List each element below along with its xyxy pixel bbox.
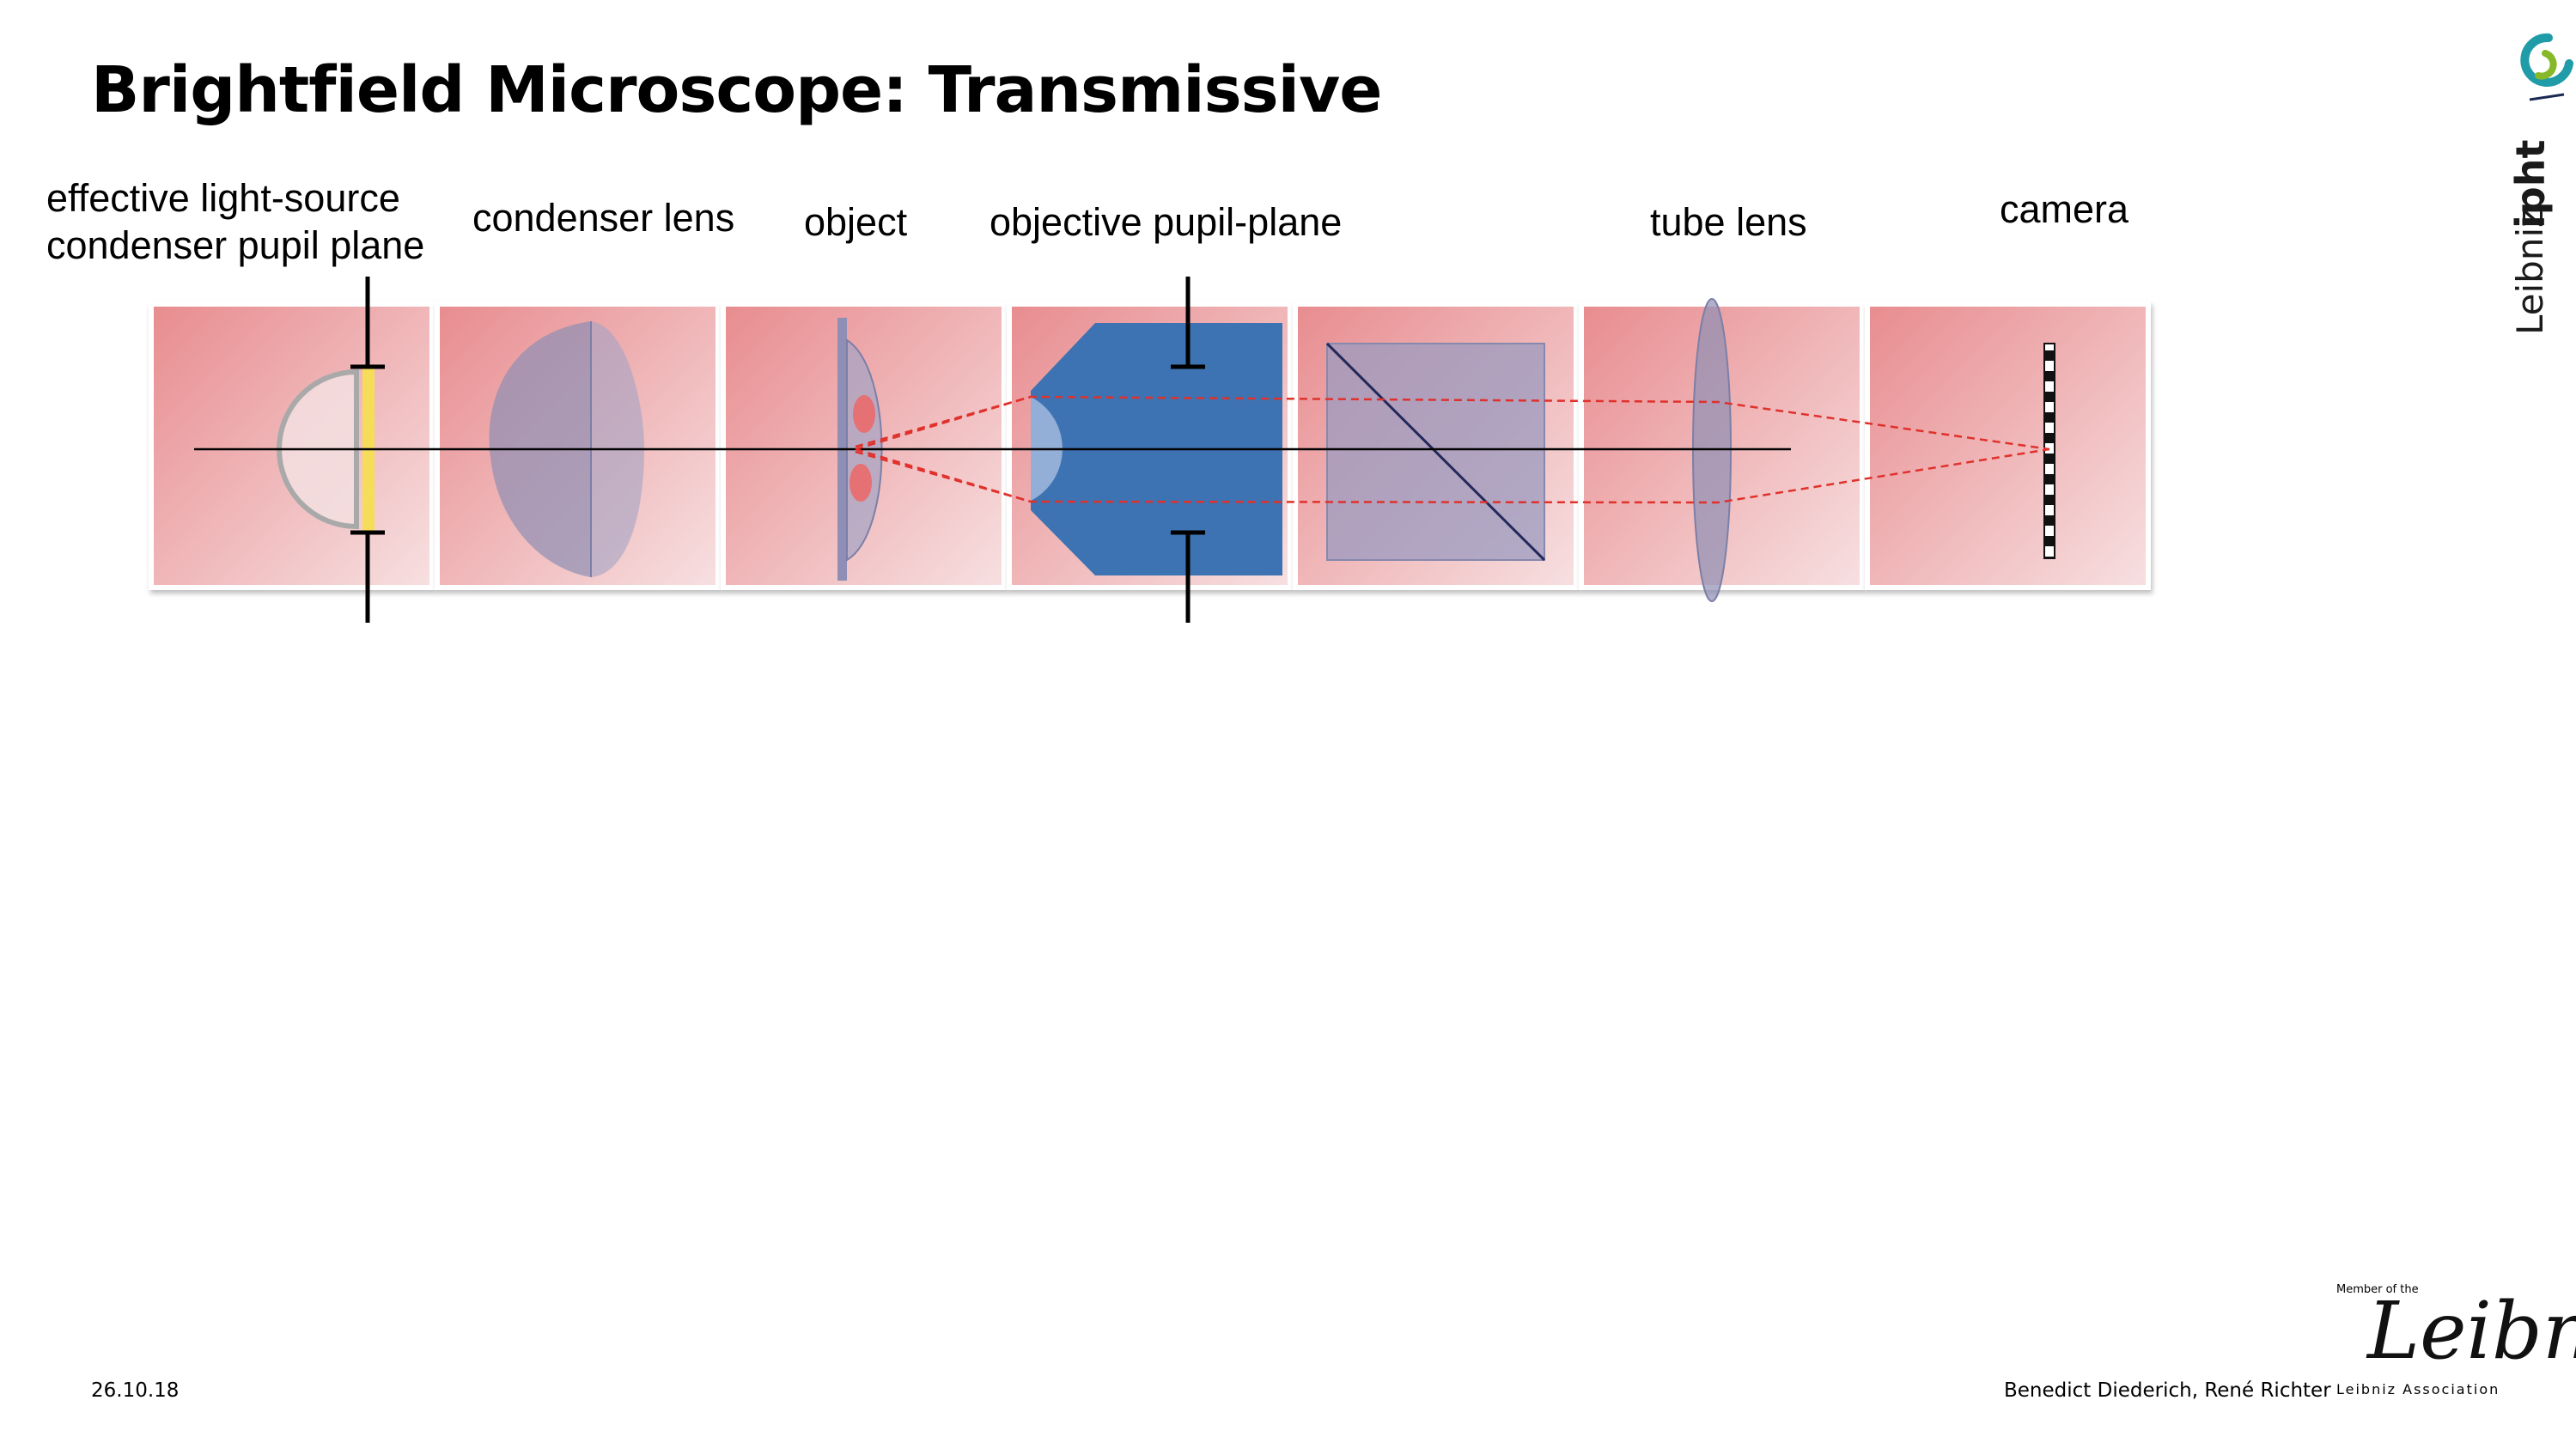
footer-authors: Benedict Diederich, René Richter	[2004, 1379, 2331, 1402]
logo-association-text: Leibniz Association	[2336, 1381, 2500, 1397]
ray-paths	[855, 395, 2050, 504]
panel-camera	[1865, 301, 2151, 590]
logo-member-of-text: Member of the	[2336, 1283, 2419, 1296]
label-object: object	[804, 200, 908, 244]
camera-sensor	[2043, 343, 2055, 559]
label-light-source: effective light-source	[46, 176, 400, 220]
logo-leibniz-text: Leibniz	[2509, 208, 2551, 335]
label-tube-lens: tube lens	[1650, 200, 1807, 244]
label-condenser-lens: condenser lens	[472, 196, 735, 240]
logo-swirl-icon	[2520, 33, 2573, 101]
cell-top	[853, 395, 875, 433]
beam-splitter	[1325, 342, 1546, 562]
label-objective: objective pupil-plane	[990, 200, 1343, 244]
footer-date: 26.10.18	[91, 1379, 180, 1402]
cell-bottom	[850, 464, 872, 502]
logo-script-text: Leibniz	[2367, 1285, 2576, 1377]
leibniz-ipht-logo: ipht Leibniz	[2495, 26, 2576, 335]
leibniz-association-logo: Member of the Leibniz Leibniz Associatio…	[2319, 1271, 2576, 1434]
label-condenser-pupil: condenser pupil plane	[46, 223, 425, 267]
aperture-stop-icon	[350, 277, 385, 623]
page-title: Brightfield Microscope: Transmissive	[91, 53, 1382, 127]
label-camera: camera	[2000, 187, 2129, 231]
aperture-stop-icon	[1171, 277, 1205, 623]
